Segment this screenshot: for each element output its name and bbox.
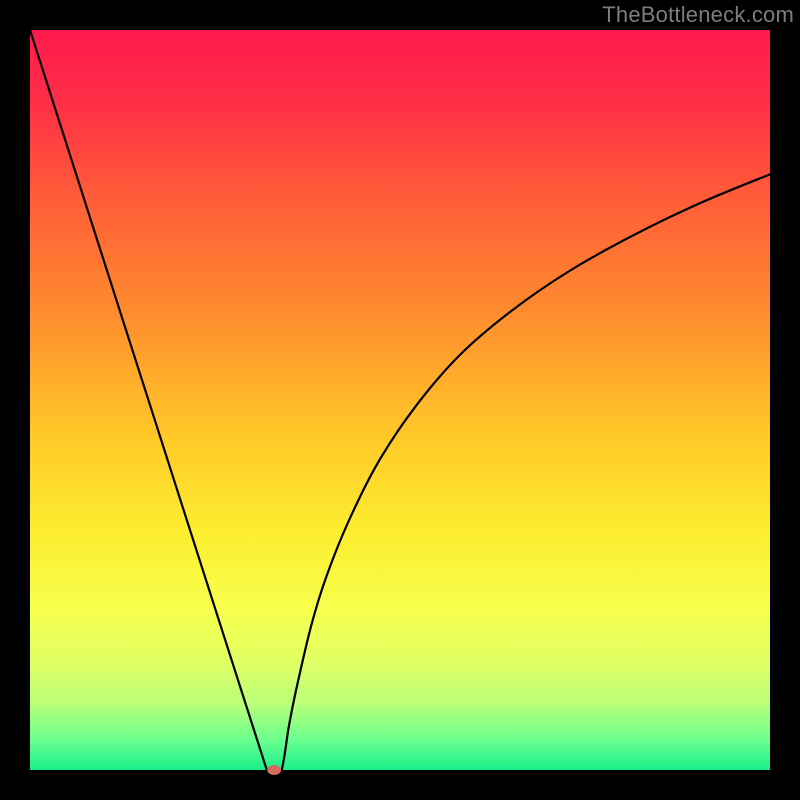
bottleneck-chart — [0, 0, 800, 800]
watermark-text: TheBottleneck.com — [602, 2, 794, 28]
chart-container: TheBottleneck.com — [0, 0, 800, 800]
plot-background — [30, 30, 770, 770]
optimal-point-marker — [267, 765, 281, 775]
